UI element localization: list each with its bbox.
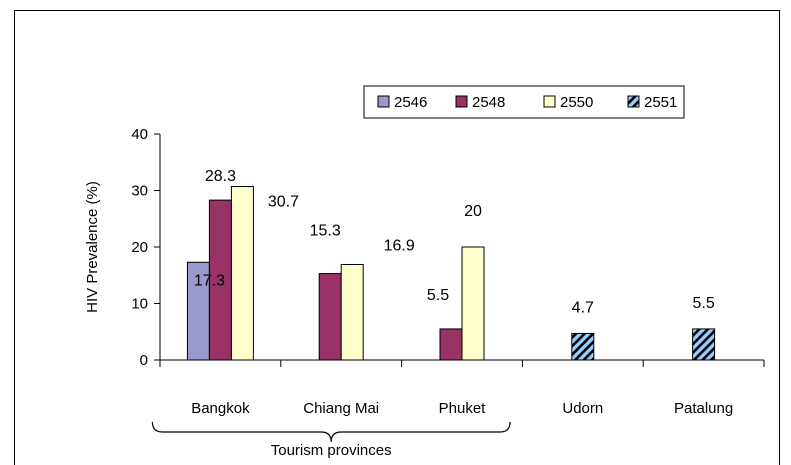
y-tick-label: 10 xyxy=(131,296,148,313)
legend-swatch-2550 xyxy=(543,95,556,108)
legend-label-2546: 2546 xyxy=(394,94,427,111)
y-axis-title: HIV Prevalence (%) xyxy=(84,181,101,313)
bar-patalung-2551 xyxy=(692,328,716,361)
legend-swatch-2548 xyxy=(455,95,468,108)
bar-chiang-mai-2550 xyxy=(340,264,364,361)
y-tick-label: 20 xyxy=(131,239,148,256)
y-tick-label: 0 xyxy=(140,352,148,369)
legend-label-2548: 2548 xyxy=(472,94,505,111)
data-label: 28.3 xyxy=(205,168,236,185)
bar-phuket-2548 xyxy=(439,328,463,361)
y-tick-label: 40 xyxy=(131,126,148,143)
x-category-label: Phuket xyxy=(439,400,487,417)
data-label: 5.5 xyxy=(427,287,449,304)
chart-frame xyxy=(14,10,780,465)
data-label: 17.3 xyxy=(194,272,225,289)
tourism-brace xyxy=(151,421,511,443)
bar-udorn-2551 xyxy=(571,332,595,361)
bar-phuket-2550 xyxy=(461,246,485,361)
legend-label-2550: 2550 xyxy=(560,94,593,111)
data-label: 5.5 xyxy=(692,295,714,312)
data-label: 20 xyxy=(464,203,482,220)
data-label: 15.3 xyxy=(310,223,341,240)
data-label: 16.9 xyxy=(384,238,415,255)
y-tick-label: 30 xyxy=(131,183,148,200)
data-label: 4.7 xyxy=(572,299,594,316)
bar-chiang-mai-2548 xyxy=(318,273,342,361)
x-category-label: Bangkok xyxy=(191,400,250,417)
x-category-label: Chiang Mai xyxy=(303,400,379,417)
legend-swatch-2546 xyxy=(377,95,390,108)
x-category-label: Patalung xyxy=(674,400,733,417)
legend-label-2551: 2551 xyxy=(644,94,677,111)
x-category-label: Udorn xyxy=(562,400,603,417)
bar-bangkok-2550 xyxy=(230,186,254,361)
annotation-label: Tourism provinces xyxy=(271,442,392,459)
legend-swatch-2551 xyxy=(627,95,640,108)
data-label: 30.7 xyxy=(268,194,299,211)
